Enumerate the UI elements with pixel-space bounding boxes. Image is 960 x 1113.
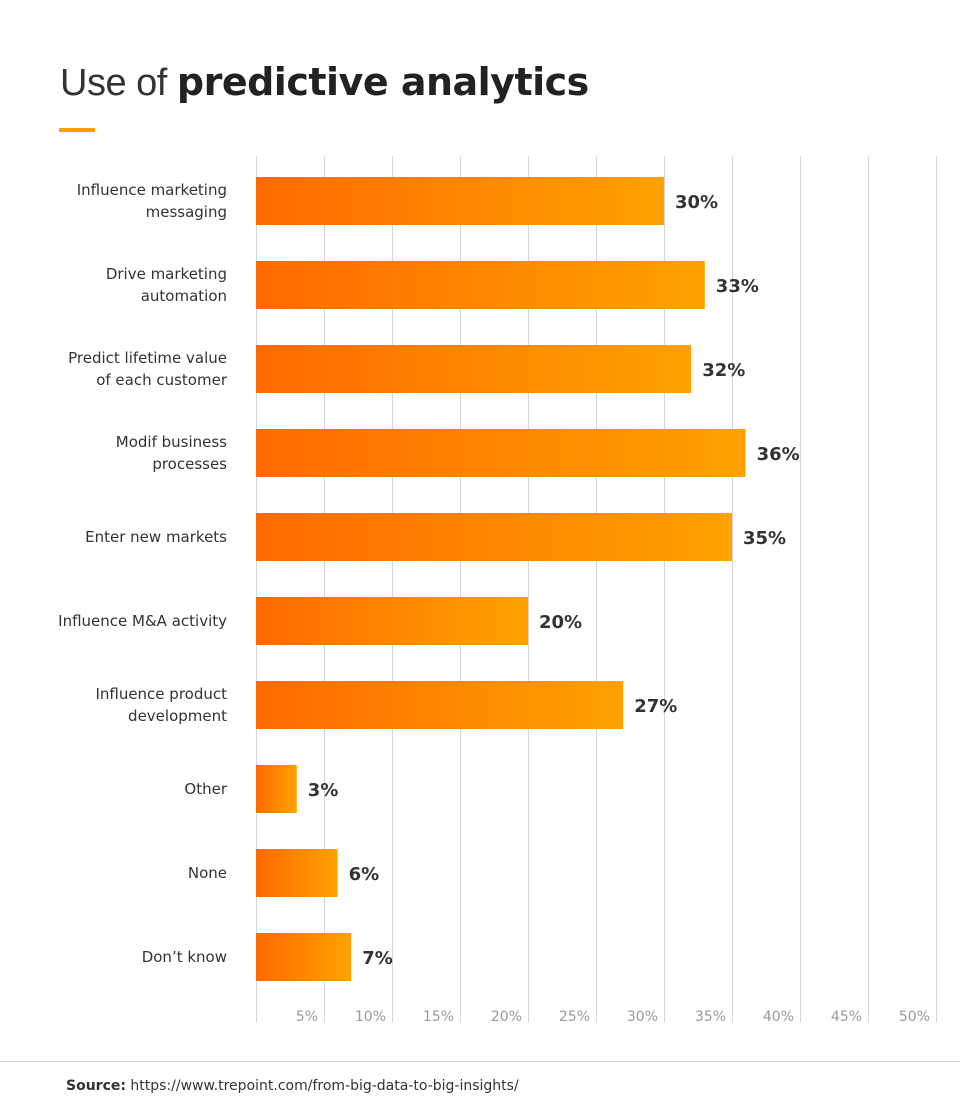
chart-title-light: Use of [60, 62, 177, 104]
category-label-line: Influence product [95, 685, 227, 703]
bars [256, 177, 746, 981]
x-tick-label: 25% [559, 1009, 590, 1025]
bar [256, 261, 705, 309]
bar [256, 177, 664, 225]
category-label-line: development [128, 707, 227, 725]
value-label: 30% [675, 192, 718, 213]
source-note: Source: https://www.trepoint.com/from-bi… [66, 1078, 519, 1094]
x-tick-label: 10% [355, 1009, 386, 1025]
value-label: 20% [539, 612, 582, 633]
x-tick-label: 15% [423, 1009, 454, 1025]
footer-divider [0, 1061, 960, 1062]
chart-title: Use of predictive analytics [60, 56, 589, 109]
category-label-line: processes [152, 455, 227, 473]
bar [256, 345, 692, 393]
source-label: Source: [66, 1078, 126, 1094]
bar-chart: Influence marketing messaging Drive market… [58, 156, 937, 1025]
category-label: Influence marketing messaging [77, 181, 227, 221]
x-tick-label: 45% [831, 1009, 862, 1025]
category-label: Enter new markets [85, 528, 227, 546]
value-labels: 30% 33% 32% 36% 35% 20% 27% 3% 6% 7% [308, 192, 800, 969]
bar [256, 429, 746, 477]
category-label-line: Drive marketing [106, 265, 227, 283]
category-label-line: messaging [146, 203, 227, 221]
bar [256, 513, 732, 561]
bar [256, 597, 528, 645]
bar [256, 765, 297, 813]
x-tick-label: 30% [627, 1009, 658, 1025]
category-label: Predict lifetime value of each customer [68, 349, 228, 389]
x-tick-label: 35% [695, 1009, 726, 1025]
category-label: Drive marketing automation [106, 265, 227, 305]
value-label: 3% [308, 780, 339, 801]
category-label-line: None [188, 864, 227, 882]
value-label: 33% [716, 276, 759, 297]
category-label-line: Other [184, 780, 227, 798]
category-label-line: Influence marketing [77, 181, 227, 199]
x-tick-label: 20% [491, 1009, 522, 1025]
category-label-line: Influence M&A activity [58, 612, 227, 630]
bar [256, 681, 624, 729]
x-tick-label: 5% [296, 1009, 318, 1025]
category-label: Don’t know [142, 948, 227, 966]
category-label: Other [184, 780, 227, 798]
bar [256, 933, 352, 981]
category-label-line: Don’t know [142, 948, 227, 966]
category-label-line: automation [141, 287, 227, 305]
value-label: 32% [702, 360, 745, 381]
category-label-line: of each customer [96, 371, 228, 389]
x-tick-label: 40% [763, 1009, 794, 1025]
category-labels: Influence marketing messaging Drive market… [58, 181, 228, 966]
category-label-line: Enter new markets [85, 528, 227, 546]
title-accent-bar [59, 128, 95, 132]
category-label-line: Modif business [116, 433, 227, 451]
value-label: 27% [634, 696, 677, 717]
value-label: 35% [743, 528, 786, 549]
bar [256, 849, 338, 897]
chart-title-bold: predictive analytics [176, 60, 589, 104]
source-url[interactable]: https://www.trepoint.com/from-big-data-t… [130, 1078, 519, 1094]
category-label: Modif business processes [116, 433, 227, 473]
x-tick-label: 50% [899, 1009, 930, 1025]
category-label: None [188, 864, 227, 882]
category-label: Influence product development [95, 685, 227, 725]
category-label: Influence M&A activity [58, 612, 227, 630]
value-label: 36% [757, 444, 800, 465]
category-label-line: Predict lifetime value [68, 349, 227, 367]
value-label: 7% [362, 948, 393, 969]
x-axis-tick-labels: 5% 10% 15% 20% 25% 30% 35% 40% 45% 50% [296, 1009, 930, 1025]
value-label: 6% [349, 864, 380, 885]
